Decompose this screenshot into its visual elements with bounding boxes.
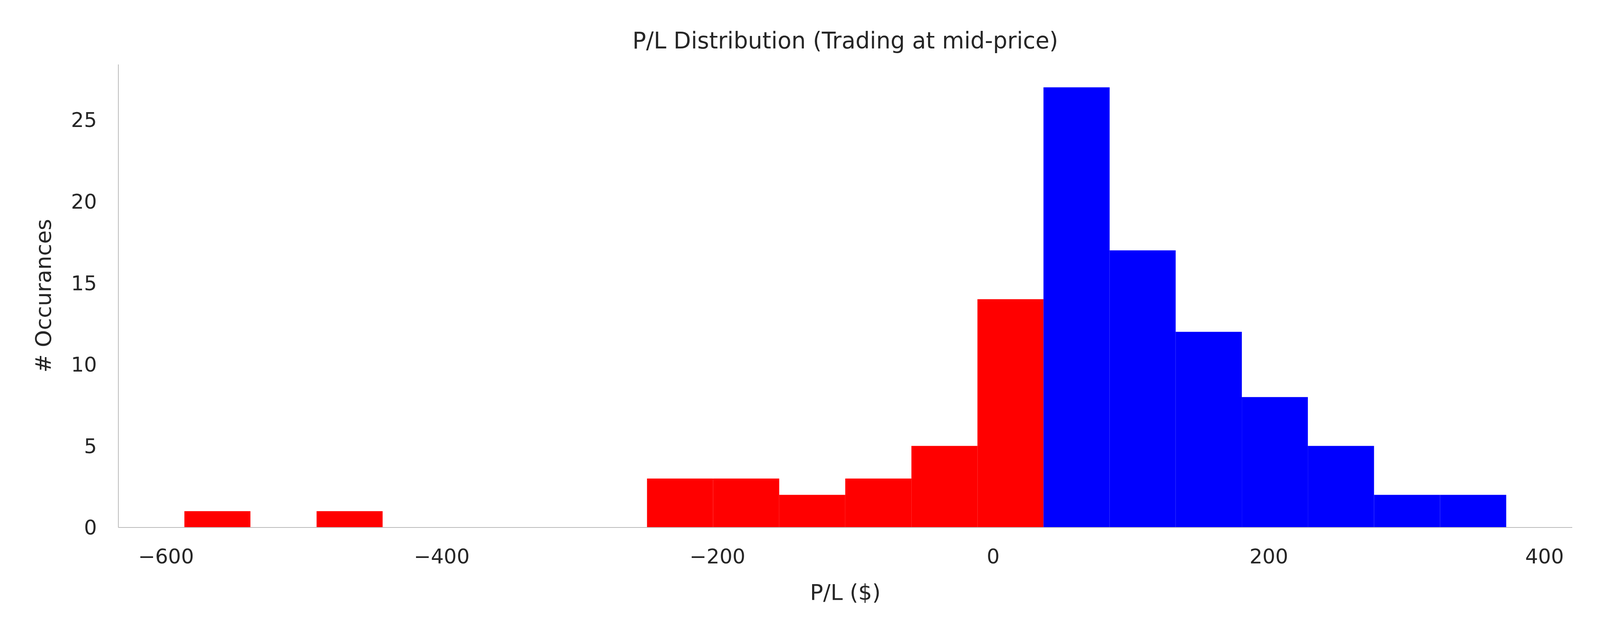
- svg-text:5: 5: [83, 434, 97, 458]
- svg-text:20: 20: [71, 189, 97, 214]
- html-text:# Occurances: # Occurances: [30, 218, 56, 373]
- html-text:P/L ($): P/L ($): [809, 579, 881, 605]
- svg-text:−600: −600: [138, 544, 195, 568]
- svg-text:15: 15: [71, 271, 97, 295]
- svg-text:10: 10: [71, 352, 97, 377]
- svg-text:−200: −200: [689, 544, 746, 568]
- svg-text:25: 25: [71, 108, 97, 132]
- svg-text:−400: −400: [413, 544, 470, 568]
- svg-text:0: 0: [83, 515, 97, 540]
- html-text:P/L Distribution (Trading at m: P/L Distribution (Trading at mid-price): [632, 27, 1059, 54]
- svg-text:0: 0: [986, 544, 1000, 568]
- svg-text:400: 400: [1525, 544, 1564, 568]
- svg-text:200: 200: [1249, 544, 1289, 568]
